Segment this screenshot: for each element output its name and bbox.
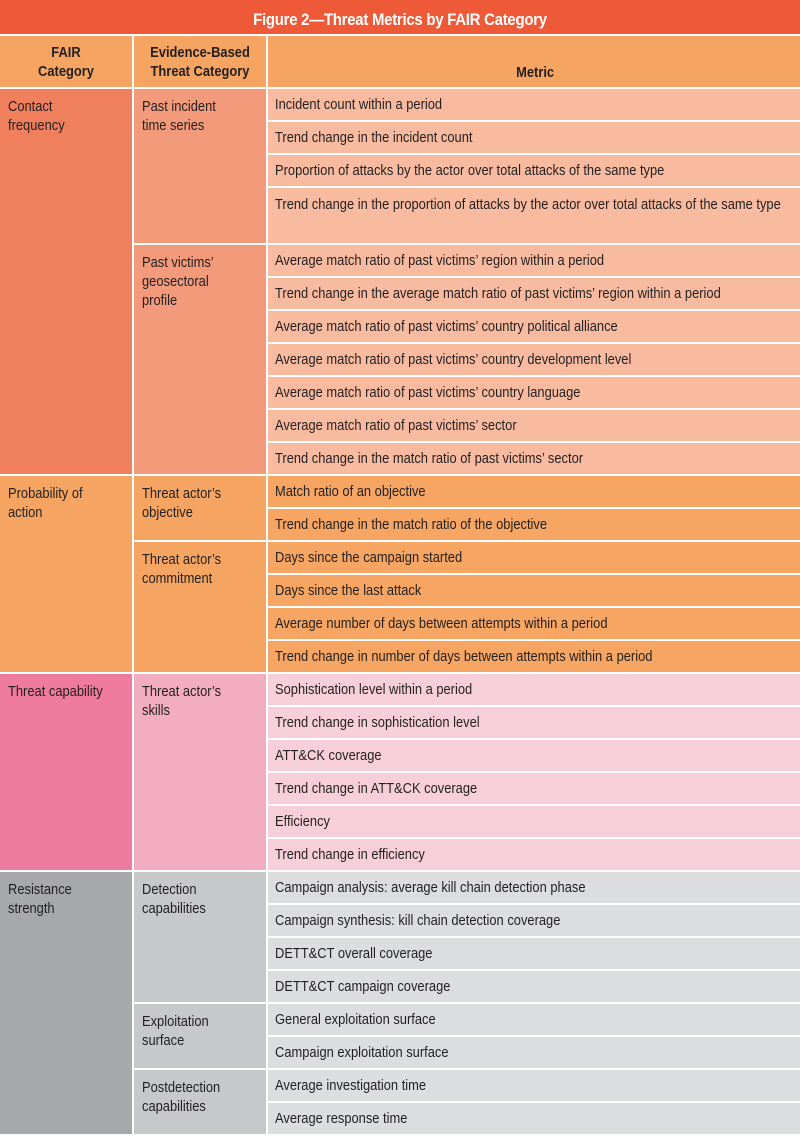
metric-cell: Campaign analysis: average kill chain de… (268, 872, 800, 905)
table-row: Trend change in the match ratio of past … (0, 443, 800, 476)
evidence-cell-postdetection-capabilities: Postdetection capabilities (134, 1070, 266, 1136)
metric-cell: Average match ratio of past victims’ cou… (268, 377, 800, 410)
metric-cell: Incident count within a period (268, 89, 800, 122)
table-row: Trend change in the average match ratio … (0, 278, 800, 311)
table-row: Average match ratio of past victims’ sec… (0, 410, 800, 443)
figure-title: Figure 2—Threat Metrics by FAIR Category (48, 0, 752, 34)
fair-cell-resistance-strength: Resistance strength (0, 872, 132, 1136)
table-row: Trend change in ATT&CK coverage (0, 773, 800, 806)
table-row: Threat capability Threat actor’s skills … (0, 674, 800, 872)
metric-cell: Average number of days between attempts … (268, 608, 800, 641)
metric-cell: Trend change in the match ratio of past … (268, 443, 800, 476)
header-fair-category: FAIR Category (0, 34, 132, 89)
evidence-cell-detection-capabilities: Detection capabilities (134, 872, 266, 1004)
table-row: Trend change in the incident count (0, 122, 800, 155)
figure-title-bar: Figure 2—Threat Metrics by FAIR Category (0, 0, 800, 34)
table-row: Average match ratio of past victims’ cou… (0, 344, 800, 377)
table-row: Campaign exploitation surface (0, 1037, 800, 1070)
metric-cell: Average match ratio of past victims’ cou… (268, 344, 800, 377)
table-row: Average number of days between attempts … (0, 608, 800, 641)
metric-cell: Average response time (268, 1103, 800, 1136)
fair-cell-threat-capability: Threat capability (0, 674, 132, 872)
evidence-cell-past-incident-time-series: Past incident time series (134, 89, 266, 245)
table-row: Probability of action Threat actor’s obj… (0, 476, 800, 674)
header-metric: Metric (268, 34, 800, 89)
table-row: Average match ratio of past victims’ cou… (0, 377, 800, 410)
metric-cell: Sophistication level within a period (268, 674, 800, 707)
table-row: Postdetection capabilities Average inves… (0, 1070, 800, 1136)
fair-cell-contact-frequency: Contact frequency (0, 89, 132, 476)
evidence-cell-threat-actor-skills: Threat actor’s skills (134, 674, 266, 872)
metric-cell: General exploitation surface (268, 1004, 800, 1037)
metric-cell: Average investigation time (268, 1070, 800, 1103)
metric-cell: Match ratio of an objective (268, 476, 800, 509)
table-row: Efficiency (0, 806, 800, 839)
table-row: DETT&CT overall coverage (0, 938, 800, 971)
metric-cell: Trend change in sophistication level (268, 707, 800, 740)
metric-cell: Trend change in the average match ratio … (268, 278, 800, 311)
evidence-cell-threat-actor-commitment: Threat actor’s commitment (134, 542, 266, 674)
table-row: Trend change in number of days between a… (0, 641, 800, 674)
metric-cell: Trend change in ATT&CK coverage (268, 773, 800, 806)
table-row: ATT&CK coverage (0, 740, 800, 773)
metric-cell: Trend change in the match ratio of the o… (268, 509, 800, 542)
fair-cell-probability-of-action: Probability of action (0, 476, 132, 674)
metric-cell: DETT&CT overall coverage (268, 938, 800, 971)
metric-cell: Trend change in the proportion of attack… (268, 188, 800, 245)
metric-cell: Trend change in the incident count (268, 122, 800, 155)
metric-cell: Campaign synthesis: kill chain detection… (268, 905, 800, 938)
metric-cell: DETT&CT campaign coverage (268, 971, 800, 1004)
table-row: Campaign synthesis: kill chain detection… (0, 905, 800, 938)
metric-cell: Campaign exploitation surface (268, 1037, 800, 1070)
table-row: Trend change in the proportion of attack… (0, 188, 800, 245)
header-evidence-based-category: Evidence-Based Threat Category (134, 34, 266, 89)
metric-cell: Trend change in efficiency (268, 839, 800, 872)
metric-cell: Proportion of attacks by the actor over … (268, 155, 800, 188)
table-row: Trend change in sophistication level (0, 707, 800, 740)
metric-cell: Days since the last attack (268, 575, 800, 608)
table-row: Days since the last attack (0, 575, 800, 608)
threat-metrics-table: FAIR Category Evidence-Based Threat Cate… (0, 34, 800, 1136)
metric-cell: Average match ratio of past victims’ sec… (268, 410, 800, 443)
table-row: Past victims’ geosectoral profile Averag… (0, 245, 800, 476)
table-row: Proportion of attacks by the actor over … (0, 155, 800, 188)
table-row: Threat actor’s commitment Days since the… (0, 542, 800, 674)
table-row: DETT&CT campaign coverage (0, 971, 800, 1004)
table-row: Trend change in efficiency (0, 839, 800, 872)
evidence-cell-exploitation-surface: Exploitation surface (134, 1004, 266, 1070)
metric-cell: Efficiency (268, 806, 800, 839)
evidence-cell-past-victims-geosectoral-profile: Past victims’ geosectoral profile (134, 245, 266, 476)
table-row: Average match ratio of past victims’ cou… (0, 311, 800, 344)
metric-cell: Trend change in number of days between a… (268, 641, 800, 674)
table-row: Resistance strength Detection capabiliti… (0, 872, 800, 1136)
header-row: FAIR Category Evidence-Based Threat Cate… (0, 34, 800, 89)
metric-cell: Average match ratio of past victims’ cou… (268, 311, 800, 344)
metric-cell: Days since the campaign started (268, 542, 800, 575)
evidence-cell-threat-actor-objective: Threat actor’s objective (134, 476, 266, 542)
table-row: Contact frequency Past incident time ser… (0, 89, 800, 476)
table-row: Trend change in the match ratio of the o… (0, 509, 800, 542)
metric-cell: ATT&CK coverage (268, 740, 800, 773)
metric-cell: Average match ratio of past victims’ reg… (268, 245, 800, 278)
table-row: Exploitation surface General exploitatio… (0, 1004, 800, 1070)
